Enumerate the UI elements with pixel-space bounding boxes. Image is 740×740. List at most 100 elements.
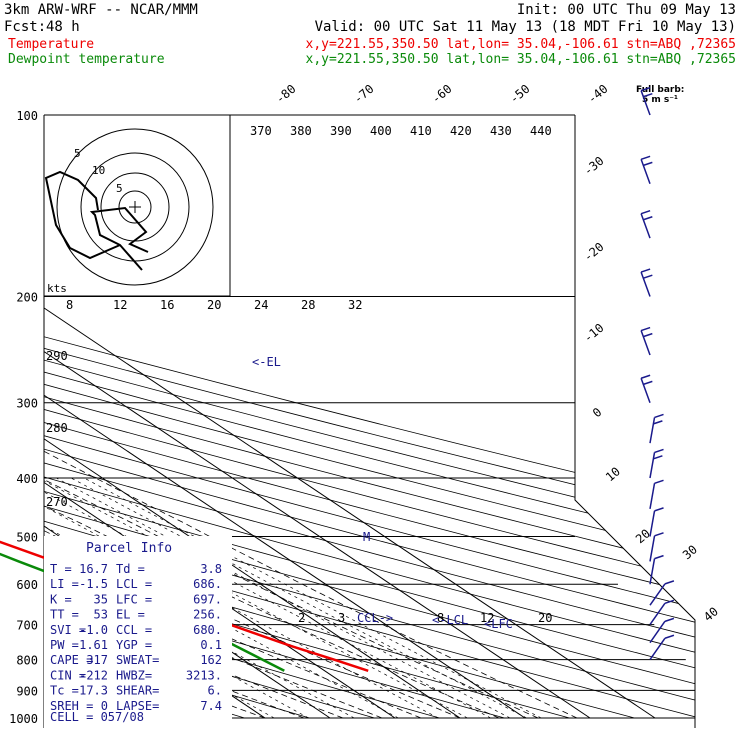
theta-label: 270 bbox=[46, 495, 68, 509]
wind-barb-flag bbox=[653, 455, 663, 460]
parcel-info-value: 680. bbox=[193, 623, 222, 637]
wind-barb-flag bbox=[643, 92, 653, 98]
wind-barb-flag bbox=[640, 374, 651, 379]
moist-adiabat-line bbox=[44, 296, 383, 719]
wind-barb-flag bbox=[654, 532, 664, 537]
wind-barb-flag bbox=[640, 86, 651, 92]
wind-barb-staff bbox=[640, 213, 651, 239]
parcel-info-value: Tc = bbox=[50, 684, 79, 698]
temperature-tick-label: 0 bbox=[590, 405, 605, 420]
wind-barbs bbox=[640, 86, 675, 660]
wind-barb-flag bbox=[664, 617, 675, 623]
temperature-tick-label: -80 bbox=[273, 82, 299, 107]
wind-barb-staff bbox=[649, 452, 656, 479]
wind-barb-flag bbox=[640, 209, 651, 215]
wind-barb-staff bbox=[649, 535, 656, 562]
wind-barb-staff bbox=[640, 271, 651, 297]
parcel-info-value: CAPE = bbox=[50, 653, 93, 667]
parcel-info-value: 16.7 bbox=[79, 562, 108, 576]
hodograph-units: kts bbox=[47, 282, 67, 295]
parcel-info-value: 162 bbox=[200, 653, 222, 667]
dry-adiabat-line bbox=[44, 115, 695, 719]
dry-adiabat-line bbox=[44, 115, 695, 719]
mixing-ratio-label: 20 bbox=[538, 611, 552, 625]
hodograph: 5 10 5 kts bbox=[44, 115, 231, 297]
theta-e-label: 390 bbox=[330, 124, 352, 138]
parcel-info-value: CCL = bbox=[116, 623, 152, 637]
theta-e-label: 420 bbox=[450, 124, 472, 138]
parcel-info-value: PW = bbox=[50, 638, 79, 652]
frame-right bbox=[574, 115, 696, 728]
wind-barb-staff bbox=[649, 602, 666, 626]
mixing-ratio-label: 28 bbox=[301, 298, 315, 312]
mixing-ratio-label: 32 bbox=[348, 298, 362, 312]
parcel-info-value: 53 bbox=[94, 608, 108, 622]
temperature-tick-label: -50 bbox=[507, 82, 533, 107]
wind-barb-staff bbox=[649, 583, 666, 606]
theta-e-label: 400 bbox=[370, 124, 392, 138]
wind-barb-staff bbox=[649, 483, 656, 510]
lfc-annotation: <LFC bbox=[484, 617, 513, 631]
mixing-ratio-label: 2 bbox=[298, 611, 305, 625]
temperature-tick-label: -70 bbox=[351, 82, 377, 107]
parcel-info-value: 6. bbox=[208, 684, 222, 698]
hodograph-ring-label: 10 bbox=[92, 164, 105, 177]
dewpoint-legend: Dewpoint temperature bbox=[8, 52, 165, 67]
theta-e-label: 410 bbox=[410, 124, 432, 138]
dewpoint-location: x,y=221.55,350.50 lat,lon= 35.04,-106.61… bbox=[306, 52, 736, 67]
forecast-hours: 48 h bbox=[46, 19, 80, 35]
temperature-tick-label: 10 bbox=[603, 464, 623, 484]
parcel-info-value: -212 bbox=[79, 668, 108, 682]
dry-adiabat-line bbox=[44, 115, 695, 719]
moist-adiabat-line bbox=[44, 296, 344, 719]
pressure-tick-label: 400 bbox=[16, 472, 38, 486]
theta-e-label: 430 bbox=[490, 124, 512, 138]
parcel-info-title: Parcel Info bbox=[86, 541, 172, 556]
pressure-tick-label: 500 bbox=[16, 530, 38, 544]
parcel-info-value: -1.0 bbox=[79, 623, 108, 637]
wind-barb-flag bbox=[643, 274, 653, 279]
parcel-info-value: SVI = bbox=[50, 623, 86, 637]
pressure-tick-label: 800 bbox=[16, 654, 38, 668]
wind-barb-flag bbox=[654, 554, 664, 560]
wind-barb-flag bbox=[640, 268, 651, 273]
wind-barb-flag bbox=[643, 161, 653, 167]
mixing-ratio-label: 12 bbox=[113, 298, 127, 312]
wind-barb-flag bbox=[643, 380, 653, 386]
parcel-annotations: <-EL M CCL-> <-LCL <LFC bbox=[252, 355, 513, 631]
mixing-ratio-label: 8 bbox=[437, 611, 444, 625]
dry-adiabat-line bbox=[44, 115, 505, 719]
hodograph-ring bbox=[56, 128, 214, 286]
pressure-tick-label: 700 bbox=[16, 619, 38, 633]
theta-e-label: 370 bbox=[250, 124, 272, 138]
temperature-tick-label: 30 bbox=[680, 542, 700, 562]
parcel-info-value: 686. bbox=[193, 577, 222, 591]
temperature-tick-label: -20 bbox=[581, 240, 607, 265]
dry-adiabat-line bbox=[44, 115, 695, 719]
parcel-info-value: 1.61 bbox=[79, 638, 108, 652]
isotherm-line bbox=[44, 115, 656, 719]
dry-adiabat-line bbox=[44, 115, 695, 719]
wind-barb-staff bbox=[640, 330, 651, 356]
ccl-annotation: CCL-> bbox=[357, 611, 393, 625]
full-barb-label: Full barb: bbox=[636, 85, 684, 95]
mixing-ratio-label: 16 bbox=[160, 298, 174, 312]
isotherm-line bbox=[44, 115, 461, 719]
parcel-info-value: 256. bbox=[193, 608, 222, 622]
parcel-info-value: 0.1 bbox=[200, 638, 222, 652]
pressure-tick-label: 100 bbox=[16, 109, 38, 123]
temperature-legend: Temperature bbox=[8, 37, 94, 52]
mixing-ratio-label: 20 bbox=[207, 298, 221, 312]
parcel-info-background bbox=[44, 536, 232, 728]
hodograph-trace bbox=[89, 206, 149, 271]
wind-barb-flag bbox=[643, 332, 653, 338]
hodograph-ring-label: 5 bbox=[74, 147, 81, 160]
parcel-info-value: SWEAT= bbox=[116, 653, 159, 667]
wind-barb-flag bbox=[654, 448, 664, 454]
isotherm-line bbox=[44, 115, 396, 719]
dry-adiabat-line bbox=[44, 115, 695, 719]
init-time: Init: 00 UTC Thu 09 May 13 bbox=[517, 2, 736, 18]
wind-barb-staff bbox=[640, 378, 651, 403]
dry-adiabat-line bbox=[44, 115, 695, 719]
wind-barb-flag bbox=[640, 155, 651, 160]
